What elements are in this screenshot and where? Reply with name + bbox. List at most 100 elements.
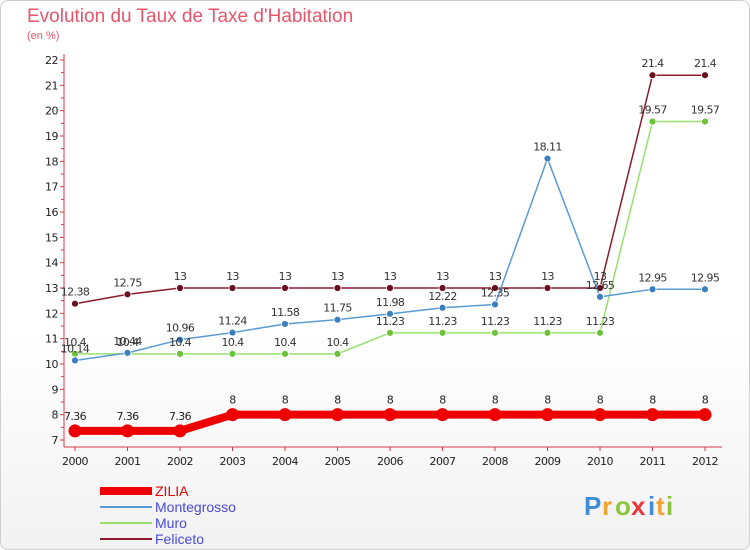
x-tick-label: 2003 bbox=[220, 455, 246, 468]
data-point bbox=[541, 408, 554, 422]
chart-subtitle: (en %) bbox=[27, 30, 60, 42]
data-label: 11.58 bbox=[271, 306, 300, 319]
x-tick-label: 2002 bbox=[167, 455, 193, 468]
data-label: 12.35 bbox=[481, 286, 510, 299]
data-point bbox=[176, 335, 184, 344]
data-label: 10.44 bbox=[113, 335, 142, 348]
data-label: 11.75 bbox=[323, 302, 352, 315]
data-label: 7.36 bbox=[64, 410, 87, 423]
data-point bbox=[491, 328, 499, 337]
data-label: 10.4 bbox=[221, 336, 244, 349]
y-tick-label: 18 bbox=[45, 155, 58, 168]
y-tick-label: 11 bbox=[45, 333, 58, 346]
data-point bbox=[593, 408, 607, 422]
data-label: 10.96 bbox=[166, 322, 195, 335]
y-tick-label: 9 bbox=[52, 383, 59, 396]
data-point bbox=[596, 292, 604, 301]
data-label: 13 bbox=[384, 270, 397, 283]
data-point bbox=[333, 284, 342, 292]
data-label: 13 bbox=[174, 270, 187, 283]
data-point bbox=[71, 356, 79, 365]
data-point bbox=[438, 328, 447, 337]
data-point bbox=[386, 284, 394, 292]
y-tick-label: 12 bbox=[45, 307, 58, 320]
data-label: 13 bbox=[489, 270, 502, 283]
data-label: 11.98 bbox=[376, 296, 405, 309]
legend-label: Feliceto bbox=[155, 531, 204, 547]
data-label: 8 bbox=[597, 394, 604, 407]
legend-label: Muro bbox=[155, 515, 187, 531]
x-tick-label: 2010 bbox=[587, 455, 613, 468]
data-point bbox=[436, 408, 449, 422]
data-point bbox=[701, 117, 709, 126]
data-point bbox=[491, 284, 499, 292]
brand-logo-letter: t bbox=[656, 491, 665, 521]
data-label: 8 bbox=[387, 394, 394, 407]
x-tick-label: 2006 bbox=[377, 455, 403, 468]
chart-title: Evolution du Taux de Taxe d'Habitation bbox=[27, 6, 354, 27]
x-tick-label: 2007 bbox=[430, 455, 456, 468]
y-tick-label: 20 bbox=[45, 105, 58, 118]
data-label: 12.65 bbox=[586, 279, 615, 292]
brand-logo-letter: i bbox=[648, 491, 655, 521]
data-point bbox=[386, 309, 394, 318]
data-point bbox=[331, 408, 344, 422]
data-point bbox=[176, 349, 184, 358]
y-tick-label: 13 bbox=[45, 282, 58, 295]
data-point bbox=[543, 284, 552, 292]
y-tick-label: 15 bbox=[45, 231, 58, 244]
data-point bbox=[281, 349, 289, 358]
data-point bbox=[648, 285, 657, 294]
data-label: 21.4 bbox=[641, 57, 664, 70]
data-point bbox=[228, 349, 237, 358]
data-point bbox=[281, 284, 289, 292]
data-label: 7.36 bbox=[169, 410, 192, 423]
data-label: 13 bbox=[436, 270, 449, 283]
data-label: 18.11 bbox=[533, 141, 562, 154]
data-label: 13 bbox=[594, 270, 607, 283]
y-tick-label: 7 bbox=[52, 434, 59, 447]
data-label: 8 bbox=[649, 394, 656, 407]
x-tick-label: 2012 bbox=[692, 455, 718, 468]
data-label: 13 bbox=[541, 270, 554, 283]
data-point bbox=[226, 408, 239, 422]
data-point bbox=[648, 117, 657, 126]
x-tick-label: 2011 bbox=[640, 455, 666, 468]
brand-logo-letter: x bbox=[631, 491, 646, 521]
data-point bbox=[333, 315, 342, 324]
data-point bbox=[488, 408, 502, 422]
data-label: 8 bbox=[229, 394, 236, 407]
data-label: 13 bbox=[331, 270, 344, 283]
x-tick-label: 2001 bbox=[115, 455, 141, 468]
brand-logo-letter: i bbox=[666, 491, 673, 521]
data-point bbox=[333, 349, 342, 358]
data-label: 19.57 bbox=[638, 104, 667, 117]
data-label: 12.95 bbox=[638, 271, 667, 284]
data-label: 10.4 bbox=[274, 336, 297, 349]
data-point bbox=[648, 71, 657, 80]
x-tick-label: 2008 bbox=[482, 455, 508, 468]
x-tick-label: 2004 bbox=[272, 455, 298, 468]
data-label: 11.23 bbox=[376, 315, 405, 328]
data-label: 10.14 bbox=[61, 342, 90, 355]
data-label: 11.23 bbox=[533, 315, 562, 328]
data-label: 19.57 bbox=[691, 104, 720, 117]
data-point bbox=[383, 408, 397, 422]
data-label: 10.4 bbox=[326, 336, 349, 349]
y-tick-label: 10 bbox=[45, 358, 58, 371]
data-label: 11.24 bbox=[218, 315, 247, 328]
data-point bbox=[543, 328, 552, 337]
data-point bbox=[123, 290, 132, 299]
data-point bbox=[438, 284, 447, 292]
data-point bbox=[123, 348, 132, 357]
data-point bbox=[701, 285, 709, 294]
data-point bbox=[281, 320, 289, 328]
data-point bbox=[491, 300, 499, 309]
data-point bbox=[176, 284, 184, 292]
data-point bbox=[68, 424, 82, 438]
data-label: 8 bbox=[282, 394, 289, 407]
data-label: 13 bbox=[279, 270, 292, 283]
data-label: 7.36 bbox=[116, 410, 139, 423]
